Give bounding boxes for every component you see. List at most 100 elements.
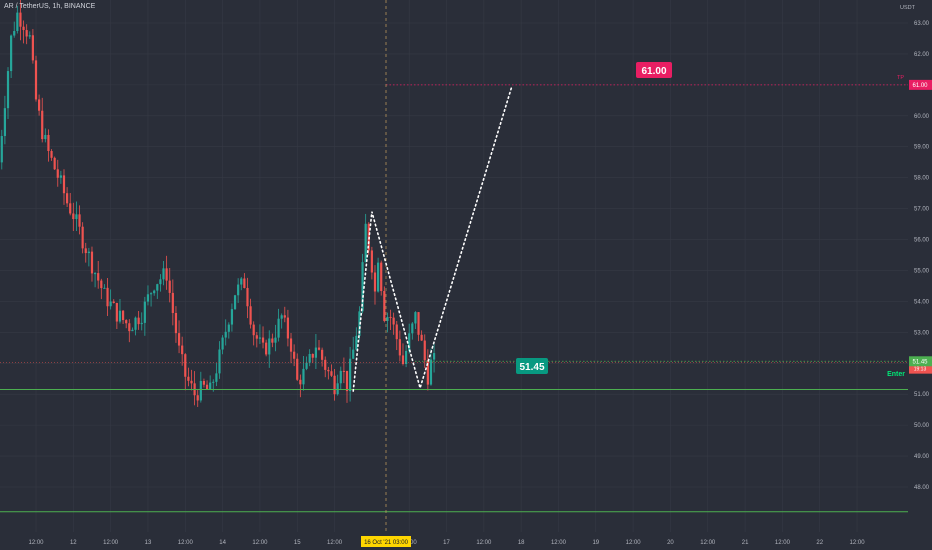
price-axis[interactable]: 63.00 62.00 61.00 60.00 59.00 58.00 57.00 56.00… <box>914 21 930 491</box>
time-tick-label: 12:00 <box>252 540 268 546</box>
candle-body <box>143 301 146 323</box>
candle-body <box>115 302 118 322</box>
candle-body <box>305 362 308 369</box>
candle-body <box>112 301 115 303</box>
time-tick-label: 14 <box>219 540 226 546</box>
candle-body <box>75 214 78 220</box>
axis-entry-badge <box>909 356 932 367</box>
candle-body <box>373 272 377 292</box>
time-axis[interactable]: 12:00 12 12:00 13 12:00 14 12:00 15 12:00 12:00 17… <box>28 536 865 547</box>
candle-body <box>349 358 352 392</box>
candle-body <box>209 382 212 390</box>
candle-body <box>286 317 290 339</box>
axis-target-text: 61.00 <box>912 83 928 89</box>
candle-body <box>196 395 199 401</box>
candle-body <box>265 342 268 355</box>
candle-body <box>333 375 336 395</box>
candle-body <box>218 349 221 374</box>
candle-body <box>314 347 317 358</box>
candle-body <box>277 318 280 338</box>
candle-body <box>336 383 339 395</box>
time-tick-label: 12:00 <box>551 540 567 546</box>
candle-body <box>97 273 100 281</box>
candle-body <box>56 169 59 178</box>
candle-body <box>302 368 305 385</box>
candle-body <box>261 337 265 343</box>
axis-countdown: 19:13 <box>914 367 927 373</box>
time-tick-label: 20 <box>667 540 674 546</box>
candle-body <box>13 31 16 36</box>
entry-price-badge <box>516 358 548 374</box>
candle-body <box>423 340 426 361</box>
candle-body <box>125 320 128 324</box>
price-tick-label: 48.00 <box>914 485 930 491</box>
price-tick-label: 57.00 <box>914 207 930 213</box>
price-tick-label: 62.00 <box>914 52 930 58</box>
price-tick-label: 51.00 <box>914 392 930 398</box>
candle-body <box>355 335 358 350</box>
candle-body <box>240 278 243 285</box>
candle-body <box>386 316 389 321</box>
candle-body <box>342 370 345 372</box>
price-tick-label: 63.00 <box>914 21 930 27</box>
candle-body <box>100 280 103 289</box>
candle-body <box>174 312 178 334</box>
candle-body <box>25 30 28 37</box>
time-tick-label: 12 <box>70 540 77 546</box>
zigzag-projection <box>352 85 513 392</box>
candle-body <box>274 337 277 343</box>
axis-target-badge <box>909 79 932 90</box>
candle-body <box>10 35 13 72</box>
time-tick-label: 12:00 <box>178 540 194 546</box>
candle-body <box>246 287 249 307</box>
candle-body <box>22 26 25 31</box>
entry-price-label: 51.45 <box>519 362 544 373</box>
candle-body <box>258 337 262 339</box>
candle-body <box>6 71 10 109</box>
time-tick-label: 15 <box>294 540 301 546</box>
candle-body <box>184 354 187 377</box>
candle-body <box>352 349 355 359</box>
candles <box>0 0 436 407</box>
candle-body <box>72 213 75 220</box>
candle-body <box>103 287 106 289</box>
price-tick-label: 56.00 <box>914 238 930 244</box>
candle-body <box>327 369 330 372</box>
axis-entry-text: 51.45 <box>912 359 928 365</box>
candle-body <box>299 379 302 385</box>
candle-body <box>31 35 34 61</box>
time-tick-label: 13 <box>145 540 152 546</box>
candle-body <box>118 310 122 322</box>
time-tick-label: 12:00 <box>775 540 791 546</box>
candle-body <box>330 371 333 376</box>
candle-body <box>426 360 429 385</box>
symbol-title: AR / TetherUS, 1h, BINANCE <box>4 3 96 10</box>
price-tick-label: 60.00 <box>914 114 930 120</box>
candle-body <box>398 339 401 356</box>
candle-body <box>429 359 433 385</box>
price-tick-label: 49.00 <box>914 454 930 460</box>
candle-body <box>339 370 342 384</box>
candle-body <box>308 353 311 363</box>
candle-body <box>417 312 420 335</box>
candle-body <box>233 295 237 310</box>
candle-body <box>47 134 50 152</box>
time-tick-label: 12:00 <box>700 540 716 546</box>
candle-body <box>311 353 314 358</box>
candle-body <box>271 338 274 343</box>
candle-body <box>78 214 81 227</box>
currency-label: USDT <box>900 5 915 11</box>
candle-body <box>165 268 168 281</box>
candle-body <box>345 370 349 392</box>
candle-body <box>404 350 408 365</box>
candle-body <box>202 380 206 385</box>
candle-body <box>224 331 227 338</box>
crosshair-time-badge <box>361 536 411 547</box>
candle-body <box>128 323 131 332</box>
candle-body <box>408 333 411 351</box>
candle-body <box>252 324 255 336</box>
candle-body <box>389 316 392 318</box>
candle-body <box>324 359 327 370</box>
